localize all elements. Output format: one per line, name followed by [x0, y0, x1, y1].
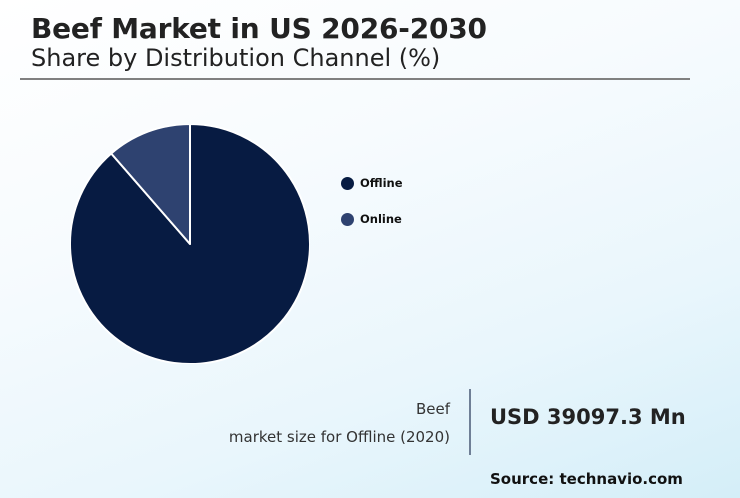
legend-dot-offline: [341, 176, 354, 190]
legend-label: Online: [360, 212, 402, 226]
legend-label: Offline: [360, 176, 403, 190]
legend-item-offline: Offline: [341, 174, 403, 192]
stat-divider: [469, 389, 471, 455]
pie-chart: [70, 124, 310, 364]
chart-title: Beef Market in US 2026-2030: [31, 12, 487, 45]
stat-label-line2: market size for Offline (2020): [228, 428, 450, 446]
legend: Offline Online: [341, 174, 403, 246]
stat-value: USD 39097.3 Mn: [490, 405, 686, 429]
stat-label-line1: Beef: [415, 400, 450, 418]
legend-item-online: Online: [341, 210, 403, 228]
source-credit: Source: technavio.com: [490, 470, 683, 488]
legend-dot-online: [341, 212, 354, 226]
title-divider: [20, 78, 690, 80]
pie-slice-online: [110, 124, 191, 245]
chart-subtitle: Share by Distribution Channel (%): [31, 44, 441, 72]
